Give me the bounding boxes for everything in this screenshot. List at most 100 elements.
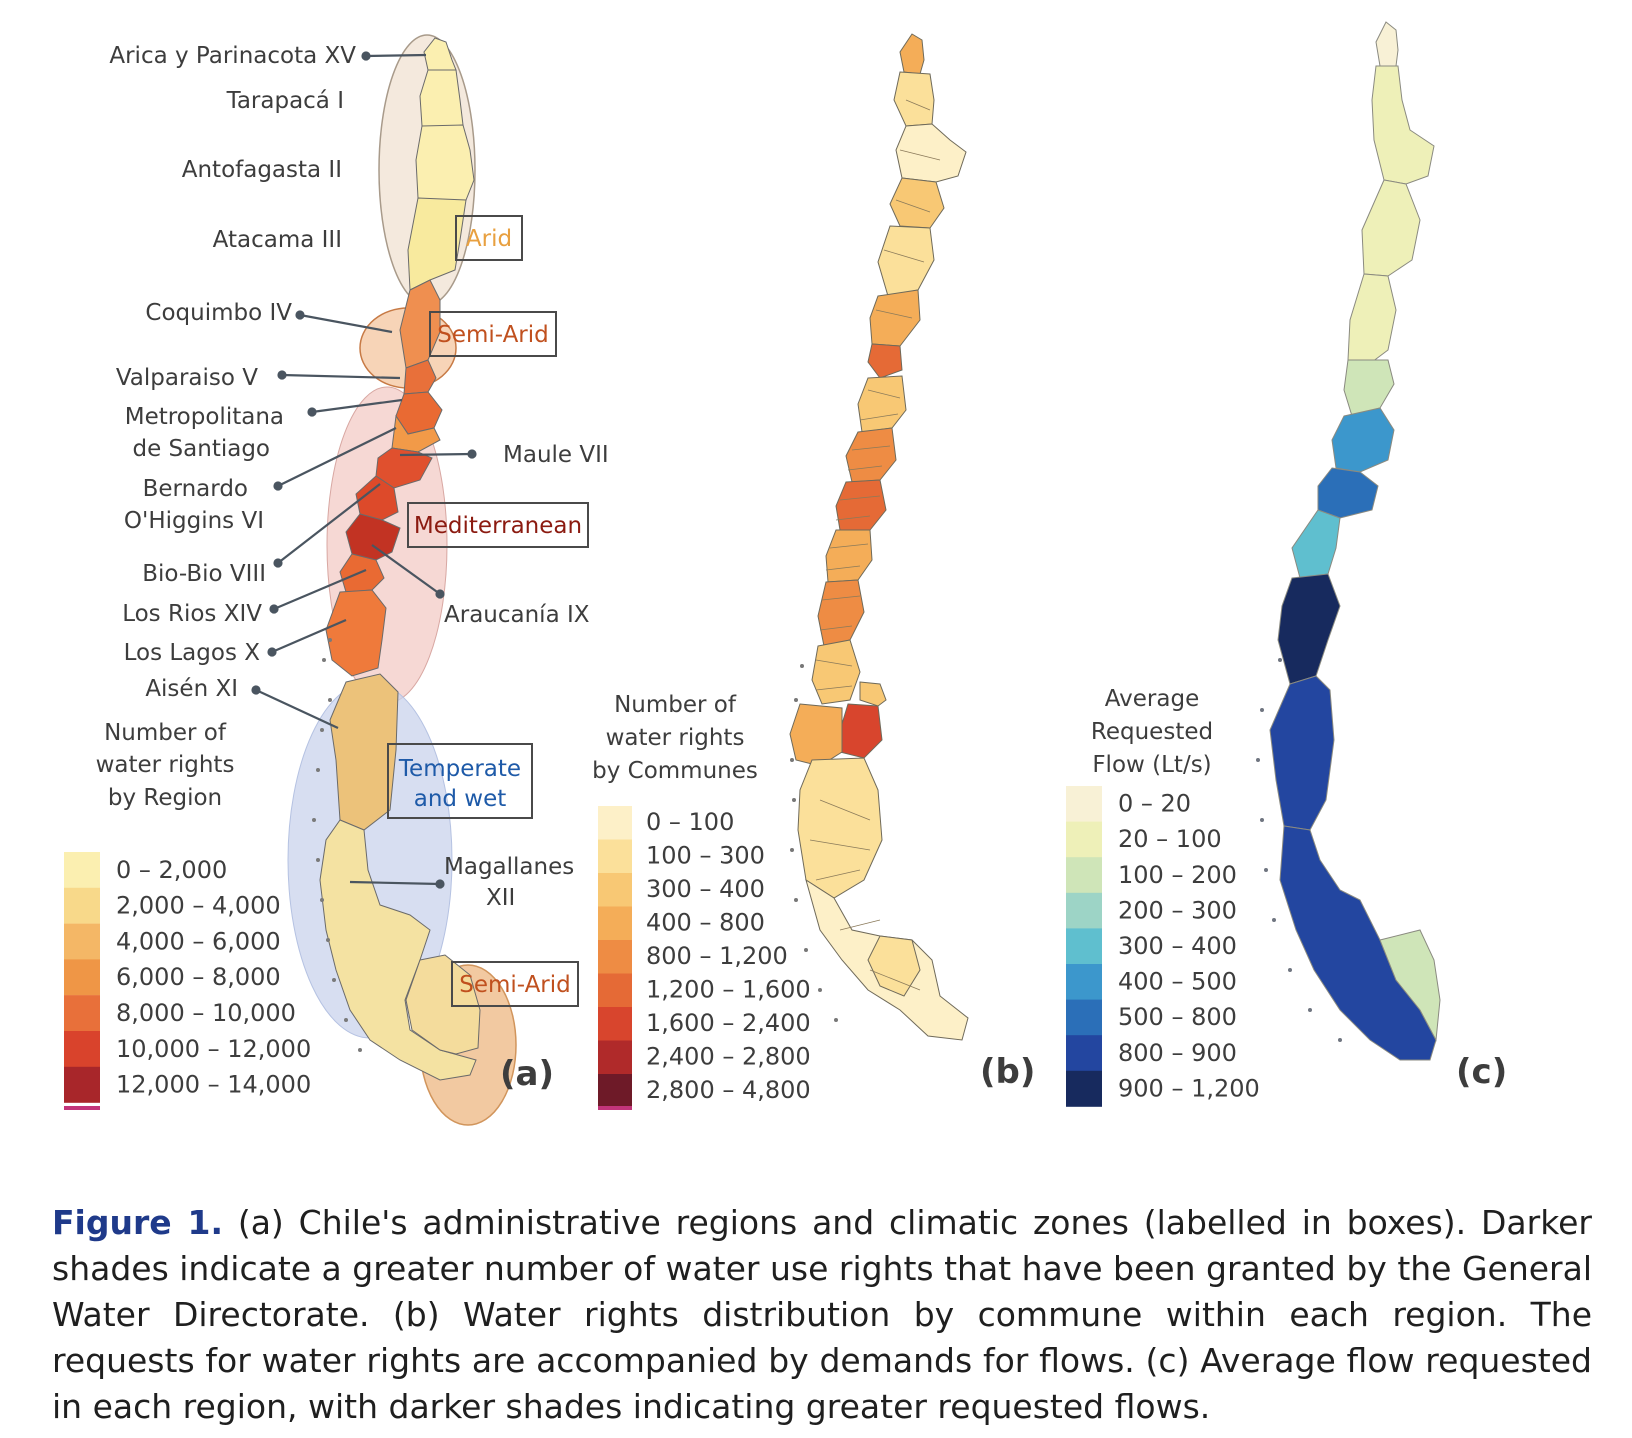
legend-label: 0 – 2,000 <box>116 856 227 884</box>
legend-swatch <box>1066 1035 1102 1072</box>
region-label: Los Rios XIV <box>122 601 262 627</box>
zone-box-mediterranean <box>407 502 589 548</box>
region-label: de Santiago <box>132 436 270 462</box>
legend-label: 8,000 – 10,000 <box>116 999 296 1027</box>
legend-label: 0 – 100 <box>646 808 734 836</box>
zone-label-arid: Arid <box>466 226 512 252</box>
legend-title-line: Number of <box>614 692 737 718</box>
legend-a: 0 – 2,000 2,000 – 4,000 4,000 – 6,000 6,000… <box>64 852 311 1103</box>
legend-swatch <box>598 906 632 941</box>
zone-box-semi-arid-north <box>429 311 557 357</box>
legend-label: 200 – 300 <box>1118 896 1237 924</box>
zone-box-semi-arid-south <box>451 961 579 1007</box>
map-a <box>319 37 481 1081</box>
region-label: Aisén XI <box>145 676 238 702</box>
legend-label: 4,000 – 6,000 <box>116 927 281 955</box>
legend-title-line: water rights <box>606 725 745 751</box>
legend-swatch <box>64 887 100 924</box>
region-label: O'Higgins VI <box>124 508 264 534</box>
legend-label: 100 – 200 <box>1118 861 1237 889</box>
legend-swatch <box>64 923 100 960</box>
region-label: Atacama III <box>213 227 342 253</box>
legend-label: 300 – 400 <box>646 875 765 903</box>
legend-title-line: by Communes <box>592 758 758 784</box>
map-b <box>789 33 969 1041</box>
legend-label: 400 – 800 <box>646 909 765 937</box>
legend-label: 10,000 – 12,000 <box>116 1035 311 1063</box>
legend-label: 800 – 900 <box>1118 1039 1237 1067</box>
region-label: Metropolitana <box>125 404 284 430</box>
legend-title-line: water rights <box>96 752 235 778</box>
region-label: Valparaiso V <box>116 365 258 391</box>
legend-a-bottom-bar <box>64 1106 100 1110</box>
legend-label: 800 – 1,200 <box>646 942 788 970</box>
legend-label: 6,000 – 8,000 <box>116 963 281 991</box>
legend-swatch <box>1066 964 1102 1000</box>
legend-label: 300 – 400 <box>1118 932 1237 960</box>
legend-label: 100 – 300 <box>646 842 765 870</box>
legend-swatch <box>1066 928 1102 965</box>
panel-a: Arica y Parinacota XV Tarapacá I Antofag… <box>64 34 609 1126</box>
region-label: Arica y Parinacota XV <box>109 43 356 69</box>
panel-c: Average Requested Flow (Lt/s) 0 – 20 20 –… <box>1066 21 1507 1107</box>
fjord-coast-c <box>1256 658 1342 1042</box>
legend-label: 2,400 – 2,800 <box>646 1043 811 1071</box>
legend-swatch <box>598 839 632 874</box>
legend-swatch <box>64 959 100 996</box>
region-label: Maule VII <box>503 442 609 468</box>
legend-title-line: Requested <box>1091 719 1213 745</box>
legend-label: 2,800 – 4,800 <box>646 1076 811 1104</box>
region-label: Bio-Bio VIII <box>142 561 266 587</box>
legend-swatch <box>64 995 100 1032</box>
legend-swatch <box>1066 786 1102 822</box>
panel-b: Number of water rights by Communes 0 – 1… <box>592 33 1035 1110</box>
legend-title-line: Number of <box>104 720 227 746</box>
legend-label: 12,000 – 14,000 <box>116 1071 311 1099</box>
legend-swatch <box>598 973 632 1008</box>
legend-swatch <box>1066 892 1102 929</box>
legend-swatch <box>64 1031 100 1067</box>
figure-panels: Arica y Parinacota XV Tarapacá I Antofag… <box>64 21 1507 1126</box>
zone-box-temperate <box>387 743 533 819</box>
legend-title-line: by Region <box>108 785 222 811</box>
region-label: Coquimbo IV <box>145 300 292 326</box>
region-label: Los Lagos X <box>124 640 261 666</box>
zone-box-arid <box>455 215 523 261</box>
legend-swatch <box>64 1066 100 1103</box>
legend-swatch <box>1066 1070 1102 1107</box>
legend-swatch <box>1066 999 1102 1036</box>
caption-text: (a) Chile's administrative regions and c… <box>52 1203 1593 1426</box>
figure-number: Figure 1. <box>52 1203 223 1242</box>
region-label: Magallanes <box>444 854 574 880</box>
zone-label-semi-arid-south: Semi-Arid <box>459 972 571 998</box>
legend-swatch <box>598 1007 632 1041</box>
map-c <box>1269 21 1441 1061</box>
legend-b: 0 – 100 100 – 300 300 – 400 400 – 800 800 – … <box>598 806 811 1108</box>
panel-tag-a: (a) <box>500 1054 554 1094</box>
legend-swatch <box>598 1074 632 1108</box>
legend-label: 20 – 100 <box>1118 825 1222 853</box>
region-label: Antofagasta II <box>182 157 342 183</box>
legend-swatch <box>598 940 632 974</box>
legend-label: 900 – 1,200 <box>1118 1074 1260 1102</box>
legend-title-line: Flow (Lt/s) <box>1092 752 1211 778</box>
panel-tag-b: (b) <box>980 1052 1035 1092</box>
commune-borders-b <box>809 99 941 991</box>
legend-b-bottom-bar <box>598 1106 632 1110</box>
zone-label-and-wet: and wet <box>414 786 507 812</box>
zone-label-mediterranean: Mediterranean <box>414 513 582 539</box>
legend-title-line: Average <box>1105 686 1199 712</box>
region-label: Araucanía IX <box>444 602 590 628</box>
fjord-coast-a <box>312 638 362 1052</box>
legend-label: 1,200 – 1,600 <box>646 976 811 1004</box>
zone-label-temperate: Temperate <box>398 756 521 782</box>
legend-label: 1,600 – 2,400 <box>646 1009 811 1037</box>
region-label: Bernardo <box>143 476 248 502</box>
panel-tag-c: (c) <box>1456 1052 1507 1092</box>
figure-caption: Figure 1. (a) Chile's administrative reg… <box>52 1200 1592 1430</box>
legend-swatch <box>64 852 100 888</box>
legend-label: 500 – 800 <box>1118 1003 1237 1031</box>
fjord-coast-b <box>790 664 838 1022</box>
legend-swatch <box>1066 821 1102 858</box>
legend-swatch <box>1066 857 1102 894</box>
